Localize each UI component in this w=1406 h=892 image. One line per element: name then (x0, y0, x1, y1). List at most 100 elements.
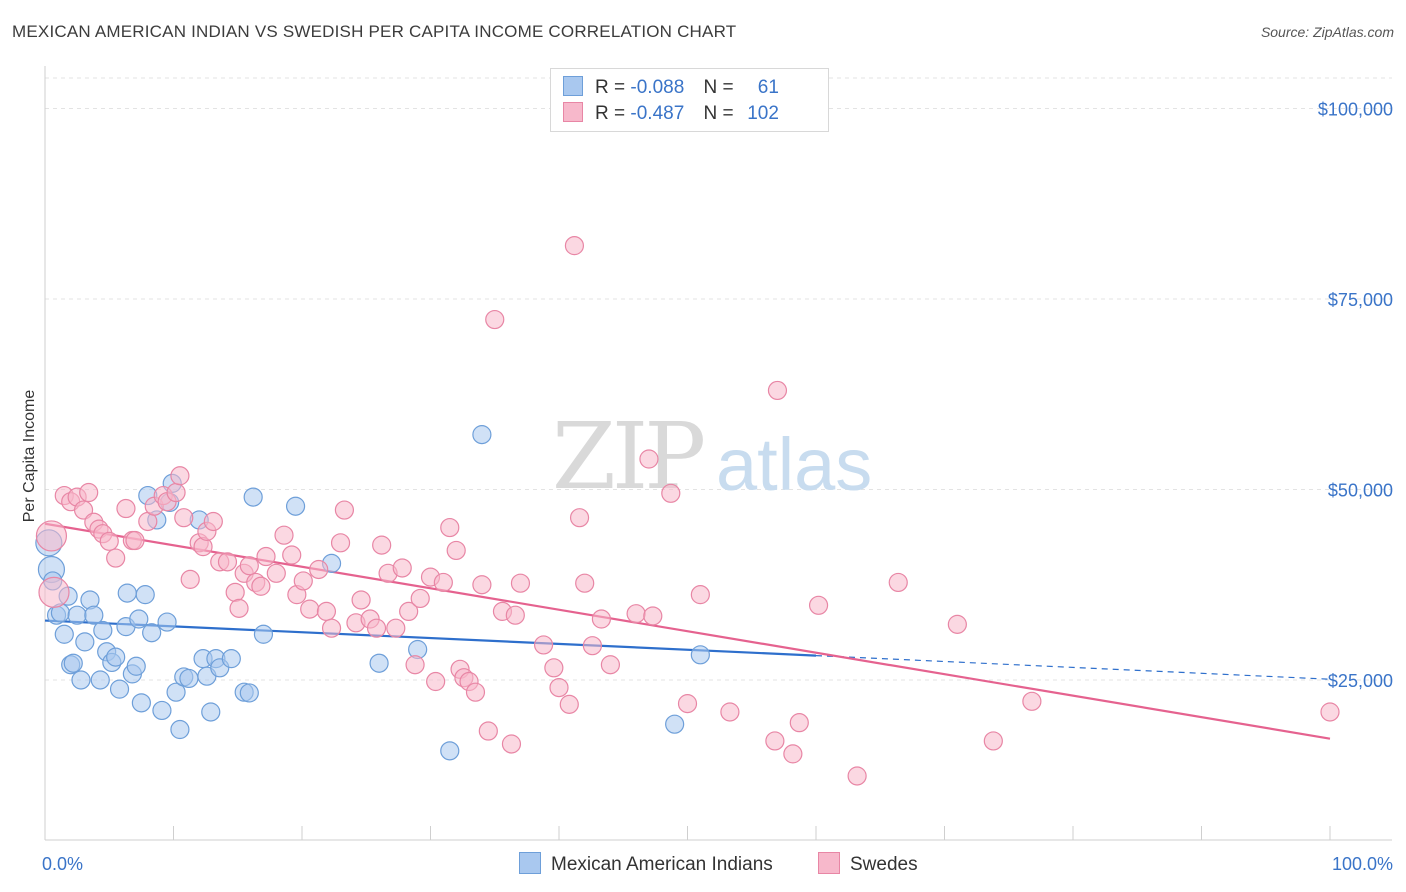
data-point (179, 668, 199, 689)
chart-title: MEXICAN AMERICAN INDIAN VS SWEDISH PER C… (12, 22, 737, 41)
data-point (174, 508, 194, 528)
legend-swatch-blue (563, 76, 583, 96)
legend-swatch-pink (563, 102, 583, 122)
data-point (201, 702, 221, 722)
data-point (847, 766, 867, 786)
y-axis-label: Per Capita Income (21, 390, 38, 523)
data-point (135, 585, 155, 605)
data-point (405, 655, 425, 675)
x-tick-label-min: 0.0% (42, 854, 83, 874)
data-point (99, 531, 119, 551)
data-point (789, 713, 809, 733)
data-point (372, 535, 392, 555)
trend-line-extension (815, 654, 1331, 680)
data-point (334, 500, 355, 520)
data-point (253, 624, 274, 644)
data-point (665, 714, 685, 734)
y-tick-labels: $25,000 $50,000 $75,000 $100,000 (1318, 99, 1393, 691)
data-point (321, 618, 342, 638)
data-point (285, 496, 306, 516)
data-point (410, 588, 430, 609)
data-point (1022, 691, 1042, 711)
data-point (243, 487, 263, 507)
data-point (677, 694, 698, 714)
data-point (225, 582, 245, 602)
data-point (239, 556, 259, 576)
y-tick-label: $25,000 (1328, 671, 1393, 691)
bottom-legend-mexican-american-indians: Mexican American Indians (519, 852, 773, 876)
data-point (465, 682, 486, 702)
bottom-legend-label: Mexican American Indians (551, 854, 773, 875)
bottom-legend-label: Swedes (850, 854, 918, 875)
legend-r-value: -0.088 (630, 77, 685, 98)
data-point (626, 604, 646, 624)
data-point (203, 511, 223, 532)
legend-n-label: N = (703, 77, 734, 98)
source-credit: Source: ZipAtlas.com (1260, 24, 1394, 40)
data-point (117, 583, 137, 603)
data-point (643, 606, 663, 626)
data-point (392, 558, 412, 578)
grid-lines (45, 77, 1392, 681)
data-point (446, 540, 466, 561)
data-point (35, 520, 68, 552)
bottom-legend-swatch-blue (519, 852, 541, 874)
data-point (690, 645, 710, 665)
legend-row-mexican-american-indians: R = -0.088 N = 61 (563, 76, 779, 100)
data-point (767, 380, 788, 401)
data-point (38, 576, 70, 608)
data-point (126, 656, 146, 676)
data-point (142, 623, 162, 643)
data-point (661, 483, 681, 503)
data-point (433, 572, 453, 593)
data-point (440, 741, 460, 761)
data-point (229, 598, 249, 618)
series-swedes (35, 236, 1340, 786)
data-point (765, 731, 785, 751)
data-point (533, 635, 554, 655)
data-point (75, 632, 95, 652)
data-point (1320, 702, 1340, 722)
data-point (125, 530, 145, 551)
data-point (582, 636, 603, 656)
data-point (106, 548, 126, 568)
data-point (84, 605, 104, 625)
bottom-legend-swatch-pink (818, 852, 840, 874)
data-point (510, 573, 531, 593)
data-point (369, 653, 389, 673)
y-tick-label: $75,000 (1328, 290, 1393, 310)
data-point (808, 595, 829, 615)
data-point (316, 601, 337, 622)
data-point (569, 508, 590, 528)
legend-n-value: 61 (757, 77, 779, 98)
data-point (690, 585, 710, 605)
watermark: ZIP atlas (552, 403, 872, 510)
data-point (639, 449, 659, 469)
data-point (109, 679, 130, 699)
legend-r-value: -0.487 (630, 103, 685, 124)
data-point (71, 670, 91, 690)
data-point (152, 700, 172, 721)
bottom-legend-swedes: Swedes (818, 852, 918, 876)
data-point (116, 498, 136, 519)
data-point (472, 425, 492, 445)
data-point (505, 605, 525, 625)
x-tick-label-max: 100.0% (1332, 854, 1393, 874)
legend-row-swedes: R = -0.487 N = 102 (563, 102, 779, 126)
data-point (575, 573, 595, 593)
data-point (440, 517, 460, 538)
data-point (251, 576, 271, 596)
data-point (559, 694, 579, 714)
legend-r-label: R = (595, 77, 626, 98)
data-point (366, 618, 387, 638)
data-point (79, 482, 99, 503)
data-point (180, 569, 200, 589)
axes (44, 66, 1392, 841)
data-point (73, 500, 94, 520)
data-point (217, 552, 238, 572)
data-point (947, 614, 967, 634)
data-point (600, 655, 621, 675)
legend-n-value: 102 (747, 103, 779, 124)
data-point (170, 719, 190, 740)
